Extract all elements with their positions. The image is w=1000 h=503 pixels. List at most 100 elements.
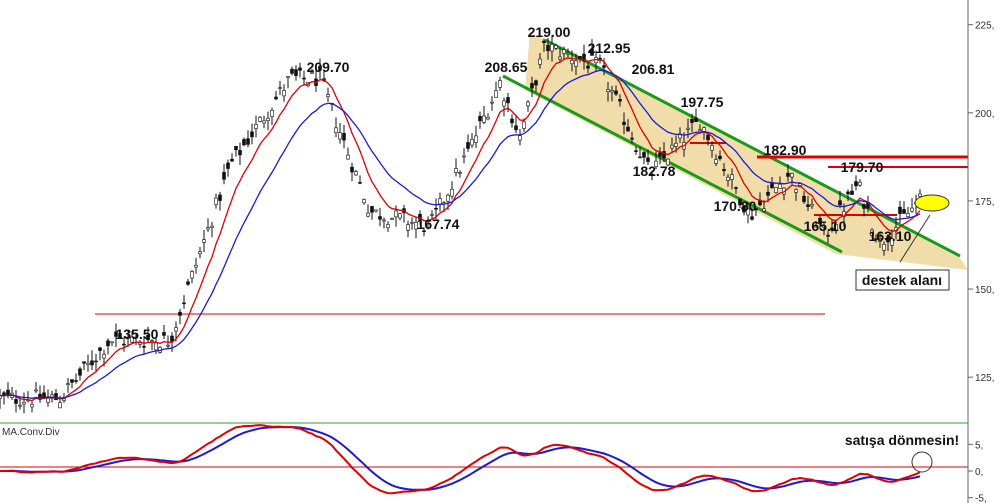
candle-body xyxy=(366,212,370,217)
candle-body xyxy=(882,243,886,251)
candle-body xyxy=(474,135,478,143)
candle-body xyxy=(34,389,38,392)
candle-body xyxy=(242,139,246,146)
candle-body xyxy=(478,116,482,122)
candle-body xyxy=(326,94,330,98)
candle-body xyxy=(650,173,654,177)
candle-body xyxy=(290,68,294,74)
candle-body xyxy=(806,204,810,207)
candle-body xyxy=(302,77,306,80)
candle-body xyxy=(910,207,914,212)
candle-body xyxy=(694,117,698,123)
support-pointer xyxy=(899,214,931,263)
candle-body xyxy=(670,144,674,149)
candle-body xyxy=(794,189,798,193)
candle-body xyxy=(654,160,658,167)
candle-body xyxy=(390,218,394,220)
candle-body xyxy=(786,172,790,177)
candle-body xyxy=(570,60,574,65)
candle-body xyxy=(662,151,666,159)
candle-body xyxy=(214,197,218,205)
candle-body xyxy=(386,224,390,229)
candle-body xyxy=(134,336,138,339)
candle-body xyxy=(398,213,402,219)
annotation-212-95: 212.95 xyxy=(588,40,631,56)
candle-body xyxy=(106,340,110,347)
candle-body xyxy=(350,166,354,173)
candle-body xyxy=(370,206,374,213)
candle-body xyxy=(470,139,474,146)
candle-body xyxy=(218,194,222,201)
candle-body xyxy=(626,126,630,132)
candle-body xyxy=(634,150,638,152)
candle-body xyxy=(122,343,126,346)
price-annotations: 219.00 209.70 208.65 212.95 206.81 197.7… xyxy=(116,24,912,342)
candle-body xyxy=(238,150,242,156)
candle-body xyxy=(14,399,18,404)
candle-body xyxy=(286,76,290,79)
candle-body xyxy=(154,342,158,351)
candle-body xyxy=(226,162,230,169)
annotation-170-80: 170.80 xyxy=(714,198,757,214)
candle-body xyxy=(114,331,118,337)
candle-body xyxy=(146,334,150,341)
candle-body xyxy=(246,138,250,145)
candle-body xyxy=(834,224,838,232)
annotation-219-00: 219.00 xyxy=(528,24,571,40)
channel-upper-line xyxy=(544,38,961,258)
price-tick-label: 150, xyxy=(975,285,994,296)
candle-body xyxy=(554,45,558,49)
candle-body xyxy=(714,159,718,164)
candle-body xyxy=(486,117,490,120)
candle-body xyxy=(918,193,922,197)
candle-body xyxy=(262,120,266,124)
candle-body xyxy=(98,347,102,351)
candle-body xyxy=(66,383,70,385)
macd-note: satışa dönmesin! xyxy=(845,432,959,448)
price-ticks: 225, 200, 175, 150, 125, xyxy=(968,21,994,384)
candle-body xyxy=(498,80,502,88)
candle-body xyxy=(454,168,458,173)
candle-body xyxy=(166,344,170,347)
candle-body xyxy=(642,152,646,158)
candle-body xyxy=(126,336,130,339)
candle-body xyxy=(562,49,566,54)
macd-tick-label: 0, xyxy=(975,467,983,478)
candle-body xyxy=(530,83,534,89)
candle-body xyxy=(686,127,690,130)
candle-body xyxy=(586,65,590,69)
candle-body xyxy=(818,217,822,225)
candle-body xyxy=(898,206,902,214)
candle-body xyxy=(734,187,738,189)
candle-body xyxy=(750,216,754,220)
candle-body xyxy=(446,194,450,202)
candle-body xyxy=(854,181,858,187)
candle-body xyxy=(174,327,178,332)
candle-body xyxy=(458,172,462,174)
annotation-209-70: 209.70 xyxy=(307,59,350,75)
channel-lower-line xyxy=(502,74,843,254)
candle-body xyxy=(182,302,186,305)
candle-body xyxy=(766,191,770,196)
candle-body xyxy=(774,187,778,194)
candle-body xyxy=(790,173,794,178)
candle-body xyxy=(802,195,806,203)
candle-body xyxy=(94,360,98,363)
candle-body xyxy=(206,227,210,230)
price-tick-label: 225, xyxy=(975,21,994,32)
candle-body xyxy=(810,204,814,207)
candle-body xyxy=(230,158,234,162)
support-label: destek alanı xyxy=(862,272,942,288)
support-label-box xyxy=(855,269,950,291)
candle-body xyxy=(778,183,782,189)
candle-body xyxy=(506,97,510,104)
price-tick-label: 175, xyxy=(975,197,994,208)
candle-body xyxy=(566,52,570,55)
support-marker xyxy=(914,194,950,212)
macd-tick-label: 5, xyxy=(975,440,983,451)
candle-body xyxy=(342,133,346,141)
candle-body xyxy=(730,174,734,180)
candle-body xyxy=(690,119,694,123)
candle-body xyxy=(382,219,386,222)
